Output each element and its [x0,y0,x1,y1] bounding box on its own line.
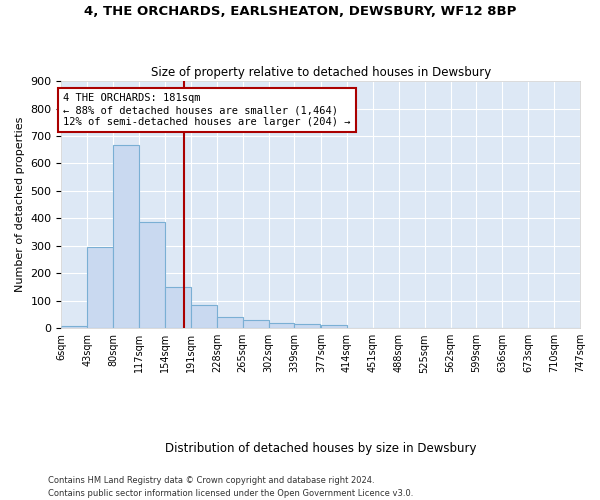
Bar [87,247,113,328]
Bar [113,145,139,328]
Bar [165,287,191,328]
Bar [295,324,320,328]
Bar [139,222,165,328]
Bar [61,326,87,328]
Y-axis label: Number of detached properties: Number of detached properties [15,117,25,292]
Bar [321,326,347,328]
Bar [269,322,295,328]
Bar [191,305,217,328]
Text: 4 THE ORCHARDS: 181sqm
← 88% of detached houses are smaller (1,464)
12% of semi-: 4 THE ORCHARDS: 181sqm ← 88% of detached… [63,94,350,126]
Text: 4, THE ORCHARDS, EARLSHEATON, DEWSBURY, WF12 8BP: 4, THE ORCHARDS, EARLSHEATON, DEWSBURY, … [84,5,516,18]
Text: Contains HM Land Registry data © Crown copyright and database right 2024.
Contai: Contains HM Land Registry data © Crown c… [48,476,413,498]
Bar [242,320,269,328]
X-axis label: Distribution of detached houses by size in Dewsbury: Distribution of detached houses by size … [165,442,476,455]
Bar [217,317,242,328]
Title: Size of property relative to detached houses in Dewsbury: Size of property relative to detached ho… [151,66,491,78]
